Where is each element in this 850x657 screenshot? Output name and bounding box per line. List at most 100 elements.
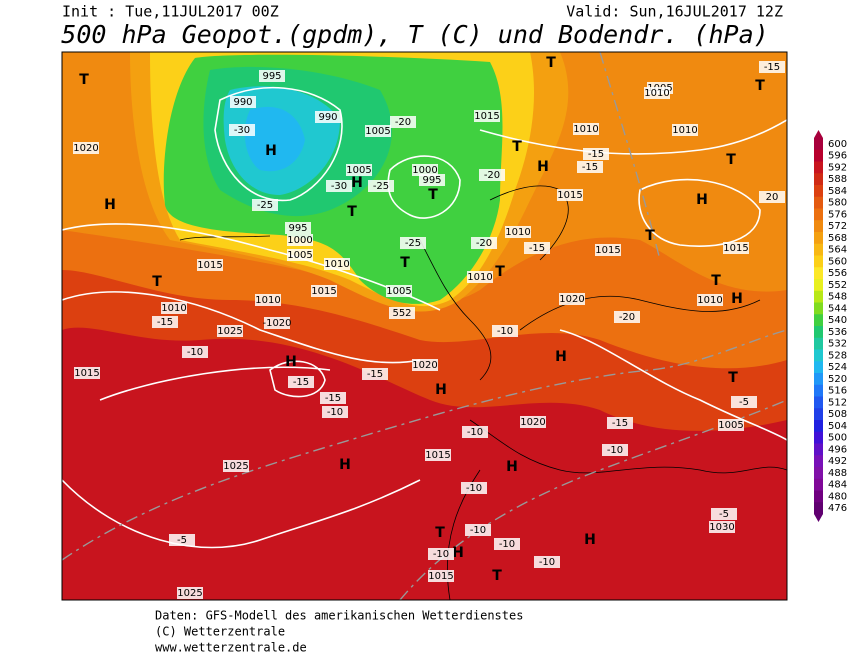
colorbar-swatch [814,478,823,491]
pressure-center: T [546,55,556,71]
colorbar-swatch [814,267,823,280]
label-box [474,110,500,122]
label-box [709,521,735,533]
contour-label: 1005 [365,126,390,137]
footer-line: (C) Wetterzentrale [155,625,285,639]
contour-label: 1010 [697,295,722,306]
label-box [524,242,550,254]
contour-label: 1015 [723,243,748,254]
colorbar-label: 516 [828,386,847,397]
colorbar-label: 544 [828,303,847,314]
pressure-center: H [506,459,518,475]
label-box [602,444,628,456]
colorbar-swatch [814,349,823,362]
pressure-center: T [492,568,502,584]
colorbar-label: 492 [828,456,847,467]
contour-label: 1025 [177,588,202,599]
contour-label: -25 [405,238,421,249]
label-box [288,376,314,388]
pressure-center: H [104,197,116,213]
pressure-center: H [555,349,567,365]
contour-label: 1010 [672,125,697,136]
colorbar-swatch [814,255,823,268]
label-box [461,482,487,494]
colorbar-label: 560 [828,256,847,267]
label-box [697,294,723,306]
colorbar-label: 572 [828,221,847,232]
label-box [217,325,243,337]
colorbar-label: 512 [828,397,847,408]
label-box [285,222,311,234]
colorbar-swatch [814,290,823,303]
pressure-center: T [428,187,438,203]
label-box [607,417,633,429]
colorbar-swatch [814,502,823,515]
label-box [400,237,426,249]
contour-label: -30 [331,181,347,192]
map-title: 500 hPa Geopot.(gpdm), T (C) und Bodendr… [61,20,768,49]
contour-label: -20 [395,117,411,128]
label-box [223,460,249,472]
contour-label: -15 [325,393,341,404]
contour-label: -25 [257,200,273,211]
colorbar-label: 580 [828,198,847,209]
contour-label: -1020 [262,318,291,329]
colorbar-label: 520 [828,374,847,385]
colorbar-swatch [814,279,823,292]
contour-label: 1015 [595,245,620,256]
colorbar-swatch [814,408,823,421]
contour-label: 1015 [74,368,99,379]
colorbar-swatch [814,161,823,174]
label-box [315,111,341,123]
label-box [494,538,520,550]
label-box [169,534,195,546]
contour-label: 1015 [428,571,453,582]
colorbar-label: 508 [828,409,847,420]
colorbar-label: 552 [828,280,847,291]
contour-label: 1015 [425,450,450,461]
contour-label: 1015 [557,190,582,201]
label-box [264,317,290,329]
contour-label: 1010 [467,272,492,283]
contour-label: -15 [612,418,628,429]
contour-label: -10 [470,525,486,536]
colorbar-label: 536 [828,327,847,338]
contour-label: 1000 [412,165,437,176]
colorbar-label: 592 [828,162,847,173]
pressure-center: T [512,139,522,155]
contour-label: -15 [529,243,545,254]
pressure-center: T [645,228,655,244]
contour-label: -15 [157,317,173,328]
colorbar-label: 528 [828,350,847,361]
label-box [386,285,412,297]
contour-label: -20 [476,238,492,249]
contour-label: 20 [766,192,779,203]
contour-label: 1010 [324,259,349,270]
contour-label: -30 [234,125,250,136]
contour-label: 1020 [520,417,545,428]
label-box [412,164,438,176]
contour-label: -15 [582,162,598,173]
colorbar-label: 488 [828,468,847,479]
label-box [505,226,531,238]
colorbar-label: 576 [828,209,847,220]
colorbar-swatch [814,420,823,433]
footer-line: Daten: GFS-Modell des amerikanischen Wet… [155,609,523,623]
valid-time: Valid: Sun,16JUL2017 12Z [566,3,783,21]
contour-label: 1015 [311,286,336,297]
colorbar-swatch [814,361,823,374]
colorbar-label: 480 [828,491,847,502]
colorbar-swatch [814,431,823,444]
pressure-center: T [347,204,357,220]
contour-label: -10 [466,483,482,494]
colorbar-label: 584 [828,186,847,197]
pressure-center: T [435,525,445,541]
colorbar-swatch [814,302,823,315]
label-box [583,148,609,160]
map-frame [61,51,788,601]
colorbar-label: 548 [828,292,847,303]
label-box [614,311,640,323]
label-box [428,570,454,582]
contour-label: 1025 [223,461,248,472]
